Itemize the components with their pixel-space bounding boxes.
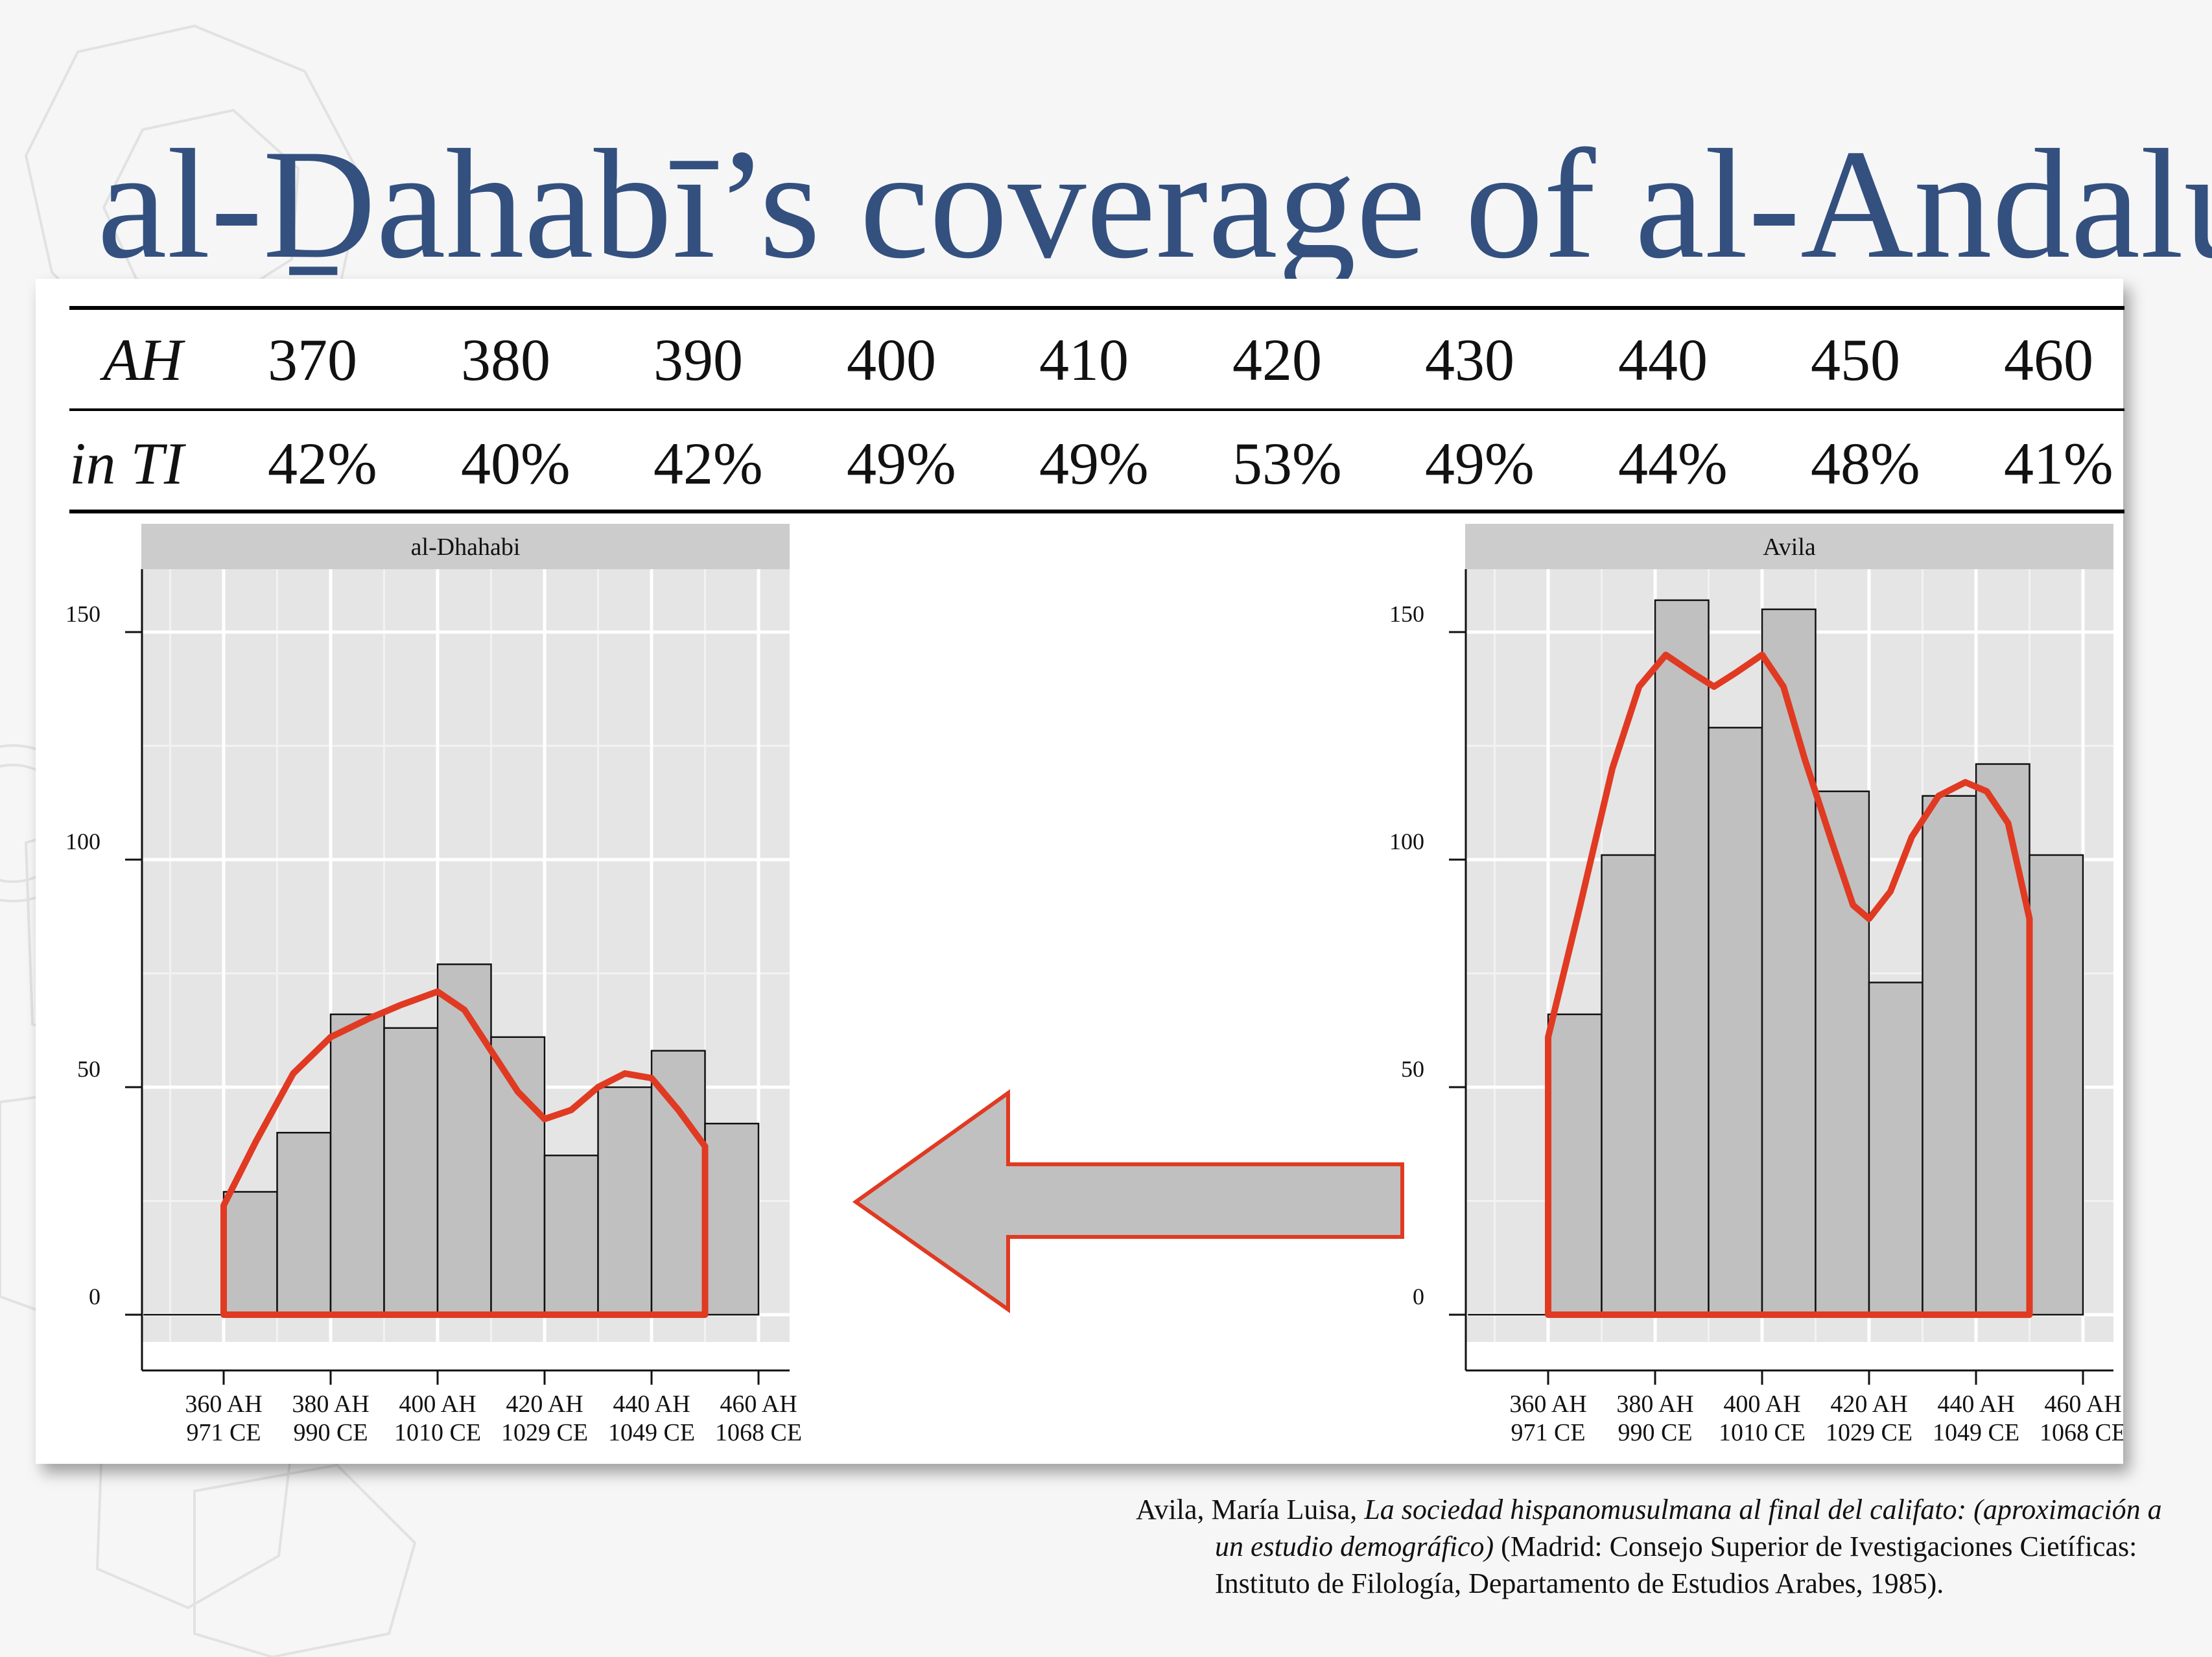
coverage-table: AH in TI 370 380 390 400 410 420 430 440…: [69, 292, 2124, 521]
table-year: 400: [847, 327, 936, 393]
x-tick-label-ce: 990 CE: [293, 1419, 368, 1446]
table-year: 450: [1811, 327, 1900, 393]
histogram-bar: [2029, 854, 2084, 1316]
y-tick-label: 100: [1389, 828, 1424, 854]
histogram-bar: [329, 1013, 385, 1316]
histogram-bar: [650, 1050, 706, 1316]
histogram-bar: [1708, 727, 1763, 1316]
histogram-bar: [1922, 795, 1977, 1316]
citation-author: Avila, María Luisa,: [1136, 1494, 1358, 1525]
table-year: 390: [653, 327, 743, 393]
chart-strip: [1465, 524, 2113, 569]
table-year: 380: [461, 327, 550, 393]
histogram-bar: [1547, 1013, 1603, 1316]
x-tick-label-ce: 1010 CE: [394, 1419, 481, 1446]
x-tick-label-ah: 400 AH: [399, 1391, 476, 1418]
histogram-bar: [383, 1027, 439, 1316]
table-row-label-in-ti: in TI: [69, 430, 184, 497]
y-tick-label: 50: [1401, 1056, 1424, 1082]
histogram-bar: [276, 1131, 332, 1316]
overlay-curve: [220, 988, 709, 1318]
histogram-bar: [1975, 763, 2030, 1316]
table-percentage: 48%: [1811, 430, 1920, 497]
chart-title: al-Dhahabi: [411, 534, 521, 561]
y-tick-label: 150: [65, 601, 100, 627]
table-percentage: 49%: [1039, 430, 1149, 497]
citation-publication: (Madrid: Consejo Superior de Ivestigacio…: [1215, 1531, 2137, 1599]
x-tick-label-ce: 1049 CE: [608, 1419, 695, 1446]
histogram-bar: [222, 1191, 278, 1316]
table-rule-top: [69, 306, 2124, 310]
x-tick-label-ce: 971 CE: [186, 1419, 261, 1446]
x-tick-label-ah: 420 AH: [506, 1391, 583, 1418]
table-percentage: 44%: [1618, 430, 1728, 497]
x-tick-label-ah: 360 AH: [1509, 1391, 1586, 1418]
x-tick-label-ce: 1029 CE: [1826, 1419, 1912, 1446]
x-tick-label-ah: 440 AH: [1937, 1391, 2014, 1418]
y-tick-label: 0: [1413, 1284, 1424, 1310]
histogram-bar: [1654, 599, 1710, 1316]
x-tick-label-ce: 1068 CE: [2040, 1419, 2123, 1446]
table-percentage: 49%: [1425, 430, 1535, 497]
table-row-label-ah: AH: [103, 327, 183, 393]
table-percentage: 49%: [847, 430, 956, 497]
chart-title: Avila: [1763, 534, 1816, 561]
table-year: 420: [1232, 327, 1322, 393]
x-tick-label-ah: 380 AH: [1616, 1391, 1693, 1418]
x-tick-label-ah: 420 AH: [1830, 1391, 1907, 1418]
x-tick-label-ah: 360 AH: [185, 1391, 262, 1418]
x-tick-label-ah: 440 AH: [613, 1391, 690, 1418]
table-percentage: 40%: [461, 430, 571, 497]
histogram-bar: [490, 1036, 546, 1316]
histogram-bar: [1868, 981, 1924, 1316]
table-year: 370: [268, 327, 357, 393]
table-year: 460: [2004, 327, 2093, 393]
left-arrow: [852, 1089, 1404, 1313]
histogram-bar: [436, 963, 492, 1316]
histogram-bar: [1601, 854, 1656, 1316]
x-tick-label-ah: 460 AH: [720, 1391, 797, 1418]
x-tick-label-ah: 460 AH: [2044, 1391, 2121, 1418]
table-rule-bottom: [69, 510, 2124, 513]
x-tick-label-ce: 1010 CE: [1719, 1419, 1806, 1446]
x-tick-label-ce: 1049 CE: [1933, 1419, 2019, 1446]
slide-title: al-Ḏahabī’s coverage of al-Andalus: [97, 117, 2212, 291]
histogram-bar: [543, 1155, 599, 1316]
y-tick-label: 0: [89, 1284, 100, 1310]
x-tick-label-ce: 1029 CE: [501, 1419, 588, 1446]
citation: Avila, María Luisa, La sociedad hispanom…: [1136, 1491, 2173, 1602]
histogram-bar: [704, 1122, 760, 1316]
x-tick-label-ce: 1068 CE: [715, 1419, 802, 1446]
table-percentage: 42%: [653, 430, 763, 497]
x-tick-label-ah: 380 AH: [292, 1391, 369, 1418]
overlay-curve: [1545, 652, 2033, 1318]
table-year: 440: [1618, 327, 1708, 393]
y-tick-label: 100: [65, 828, 100, 854]
table-year: 430: [1425, 327, 1514, 393]
table-rule-middle: [69, 408, 2124, 411]
table-year: 410: [1039, 327, 1129, 393]
y-tick-label: 50: [77, 1056, 100, 1082]
citation-title: La sociedad hispanomusulmana al final de…: [1215, 1494, 2162, 1562]
y-tick-label: 150: [1389, 601, 1424, 627]
table-percentage: 42%: [268, 430, 377, 497]
chart-strip: [141, 524, 790, 569]
histogram-bar: [597, 1086, 653, 1316]
x-tick-label-ah: 400 AH: [1723, 1391, 1800, 1418]
table-percentage: 41%: [2004, 430, 2113, 497]
table-percentage: 53%: [1232, 430, 1342, 497]
histogram-bar: [1761, 608, 1817, 1316]
x-tick-label-ce: 971 CE: [1511, 1419, 1585, 1446]
figure-card: AH in TI 370 380 390 400 410 420 430 440…: [36, 279, 2124, 1464]
x-tick-label-ce: 990 CE: [1618, 1419, 1692, 1446]
